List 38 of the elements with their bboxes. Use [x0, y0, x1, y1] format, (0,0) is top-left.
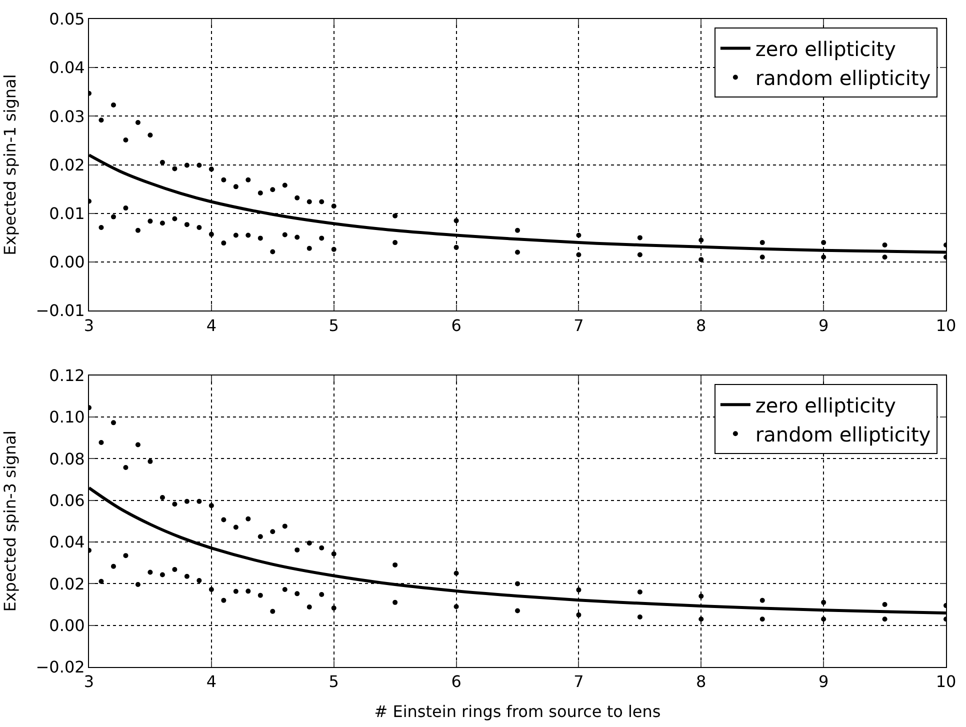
x-axis-title: # Einstein rings from source to lens [374, 702, 661, 721]
x-tick-label: 9 [818, 316, 829, 335]
x-tick-label: 8 [696, 672, 706, 692]
y-tick-label: 0.01 [49, 204, 85, 223]
y-tick-label: 0.12 [49, 366, 85, 385]
x-tick-label: 9 [818, 672, 829, 692]
legend-label: random ellipticity [755, 422, 931, 446]
x-tick-label: 4 [206, 316, 217, 335]
x-tick-label: 5 [328, 316, 339, 335]
x-tick-label: 6 [451, 316, 462, 335]
x-tick-label: 7 [574, 672, 584, 692]
y-tick-label: 0.00 [49, 252, 85, 272]
x-tick-label: 3 [84, 672, 94, 692]
legend-label: random ellipticity [755, 66, 931, 90]
y-axis-title: Expected spin-1 signal [0, 74, 20, 256]
x-tick-label: 6 [451, 672, 462, 692]
x-tick-label: 8 [696, 316, 706, 335]
y-tick-label: 0.04 [49, 58, 85, 78]
y-tick-label: 0.03 [49, 106, 85, 126]
legend-label: zero ellipticity [755, 393, 896, 418]
y-axis-title: Expected spin-3 signal [0, 430, 20, 612]
x-tick-label: 5 [328, 672, 339, 692]
y-tick-label: 0.02 [49, 574, 85, 594]
y-tick-label: −0.01 [36, 301, 85, 320]
y-tick-label: 0.10 [49, 408, 85, 427]
x-tick-label: 10 [936, 316, 956, 335]
y-tick-label: −0.02 [36, 658, 85, 677]
y-tick-label: 0.06 [49, 490, 85, 510]
x-tick-label: 7 [574, 316, 584, 335]
x-tick-label: 3 [84, 316, 94, 335]
y-tick-label: 0.00 [49, 616, 85, 635]
legend-label: zero ellipticity [755, 37, 896, 62]
y-tick-label: 0.05 [49, 10, 85, 29]
y-tick-label: 0.02 [49, 155, 85, 174]
y-tick-label: 0.04 [49, 532, 85, 552]
y-tick-label: 0.08 [49, 449, 85, 468]
x-tick-label: 4 [206, 672, 217, 692]
x-tick-label: 10 [936, 672, 956, 692]
